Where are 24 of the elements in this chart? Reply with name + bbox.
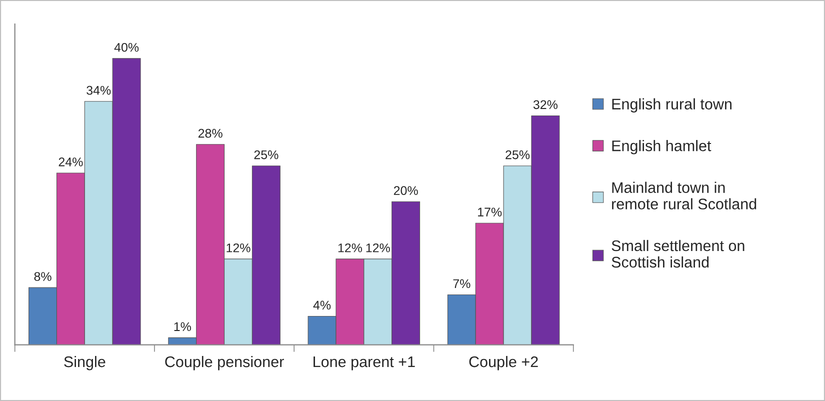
data-label: 32% <box>533 100 558 110</box>
x-tick-label: Couple pensioner <box>165 356 284 370</box>
data-label: 24% <box>58 158 83 166</box>
data-label: 17% <box>478 208 502 216</box>
data-label: 20% <box>394 186 418 196</box>
legend-label: English rural town <box>612 98 732 113</box>
data-label: 12% <box>366 243 390 252</box>
data-label: 1% <box>174 322 191 332</box>
legend-label: English hamlet <box>612 140 712 154</box>
data-label: 7% <box>453 279 470 288</box>
data-label: 4% <box>313 300 331 310</box>
data-label: 8% <box>34 272 52 281</box>
data-label: 28% <box>198 128 222 138</box>
data-label: 25% <box>506 150 530 160</box>
x-tick-label: Lone parent +1 <box>314 356 415 370</box>
legend-label: Small settlement on Scottish island <box>612 240 744 268</box>
legend-label: Mainland town in remote rural Scotland <box>612 182 756 210</box>
data-label: 25% <box>254 150 278 160</box>
data-label: 34% <box>86 86 111 95</box>
data-label: 12% <box>226 243 250 252</box>
data-label: 12% <box>338 243 362 252</box>
x-tick-label: Single <box>64 356 106 370</box>
x-tick-label: Couple +2 <box>469 356 538 370</box>
data-label: 40% <box>114 42 139 52</box>
